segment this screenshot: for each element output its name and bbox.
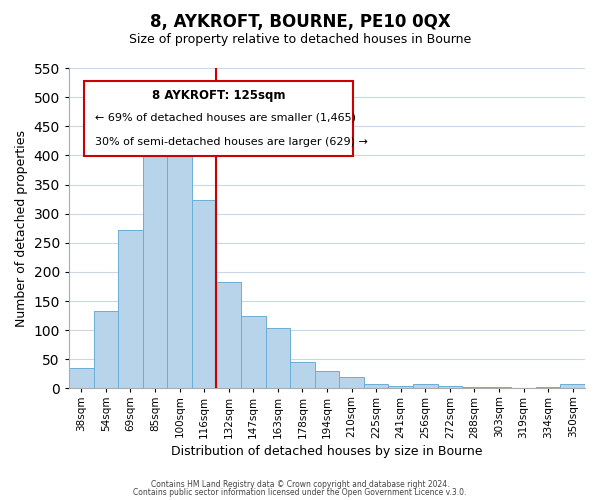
Y-axis label: Number of detached properties: Number of detached properties xyxy=(15,130,28,326)
Bar xyxy=(560,384,585,388)
Text: Contains HM Land Registry data © Crown copyright and database right 2024.: Contains HM Land Registry data © Crown c… xyxy=(151,480,449,489)
Text: 30% of semi-detached houses are larger (629) →: 30% of semi-detached houses are larger (… xyxy=(95,137,368,147)
Bar xyxy=(437,386,462,388)
Bar xyxy=(167,152,192,388)
Bar xyxy=(69,368,94,388)
Bar xyxy=(241,316,266,388)
FancyBboxPatch shape xyxy=(85,81,353,156)
Bar xyxy=(314,371,339,388)
Bar xyxy=(290,362,314,388)
Text: ← 69% of detached houses are smaller (1,465): ← 69% of detached houses are smaller (1,… xyxy=(95,113,356,123)
Text: 8 AYKROFT: 125sqm: 8 AYKROFT: 125sqm xyxy=(152,89,286,102)
Bar xyxy=(192,200,217,388)
Bar xyxy=(266,328,290,388)
Bar xyxy=(143,137,167,388)
Text: Size of property relative to detached houses in Bourne: Size of property relative to detached ho… xyxy=(129,32,471,46)
Text: Contains public sector information licensed under the Open Government Licence v.: Contains public sector information licen… xyxy=(133,488,467,497)
Bar xyxy=(388,386,413,388)
Bar xyxy=(364,384,388,388)
X-axis label: Distribution of detached houses by size in Bourne: Distribution of detached houses by size … xyxy=(171,444,483,458)
Bar xyxy=(462,386,487,388)
Bar xyxy=(94,311,118,388)
Text: 8, AYKROFT, BOURNE, PE10 0QX: 8, AYKROFT, BOURNE, PE10 0QX xyxy=(149,12,451,30)
Bar xyxy=(339,377,364,388)
Bar xyxy=(413,384,437,388)
Bar xyxy=(118,230,143,388)
Bar xyxy=(217,282,241,389)
